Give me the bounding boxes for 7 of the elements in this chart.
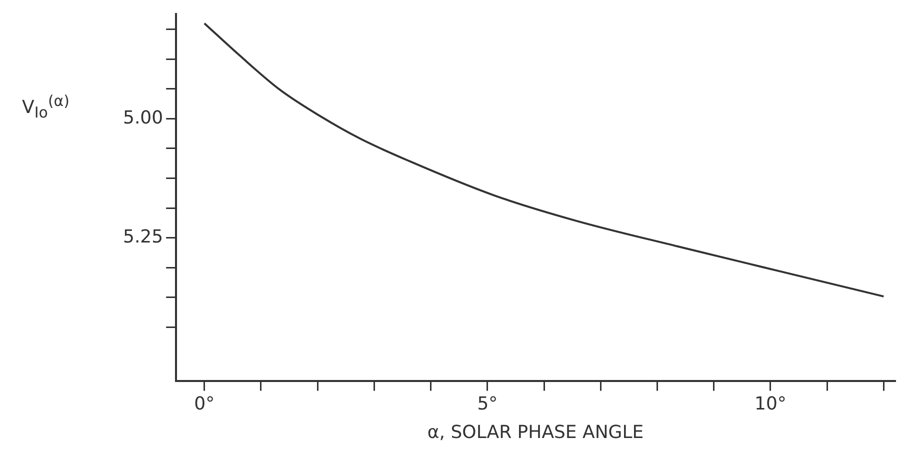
- x-tick-label: 0°: [194, 393, 215, 414]
- y-tick-label: 5.25: [123, 226, 164, 248]
- x-tick-label: 10°: [754, 393, 786, 414]
- line-series: [203, 22, 885, 298]
- y-tick-label: 5.00: [123, 107, 164, 128]
- x-axis-title: α, SOLAR PHASE ANGLE: [427, 422, 644, 443]
- x-tick-label: 5°: [477, 393, 498, 414]
